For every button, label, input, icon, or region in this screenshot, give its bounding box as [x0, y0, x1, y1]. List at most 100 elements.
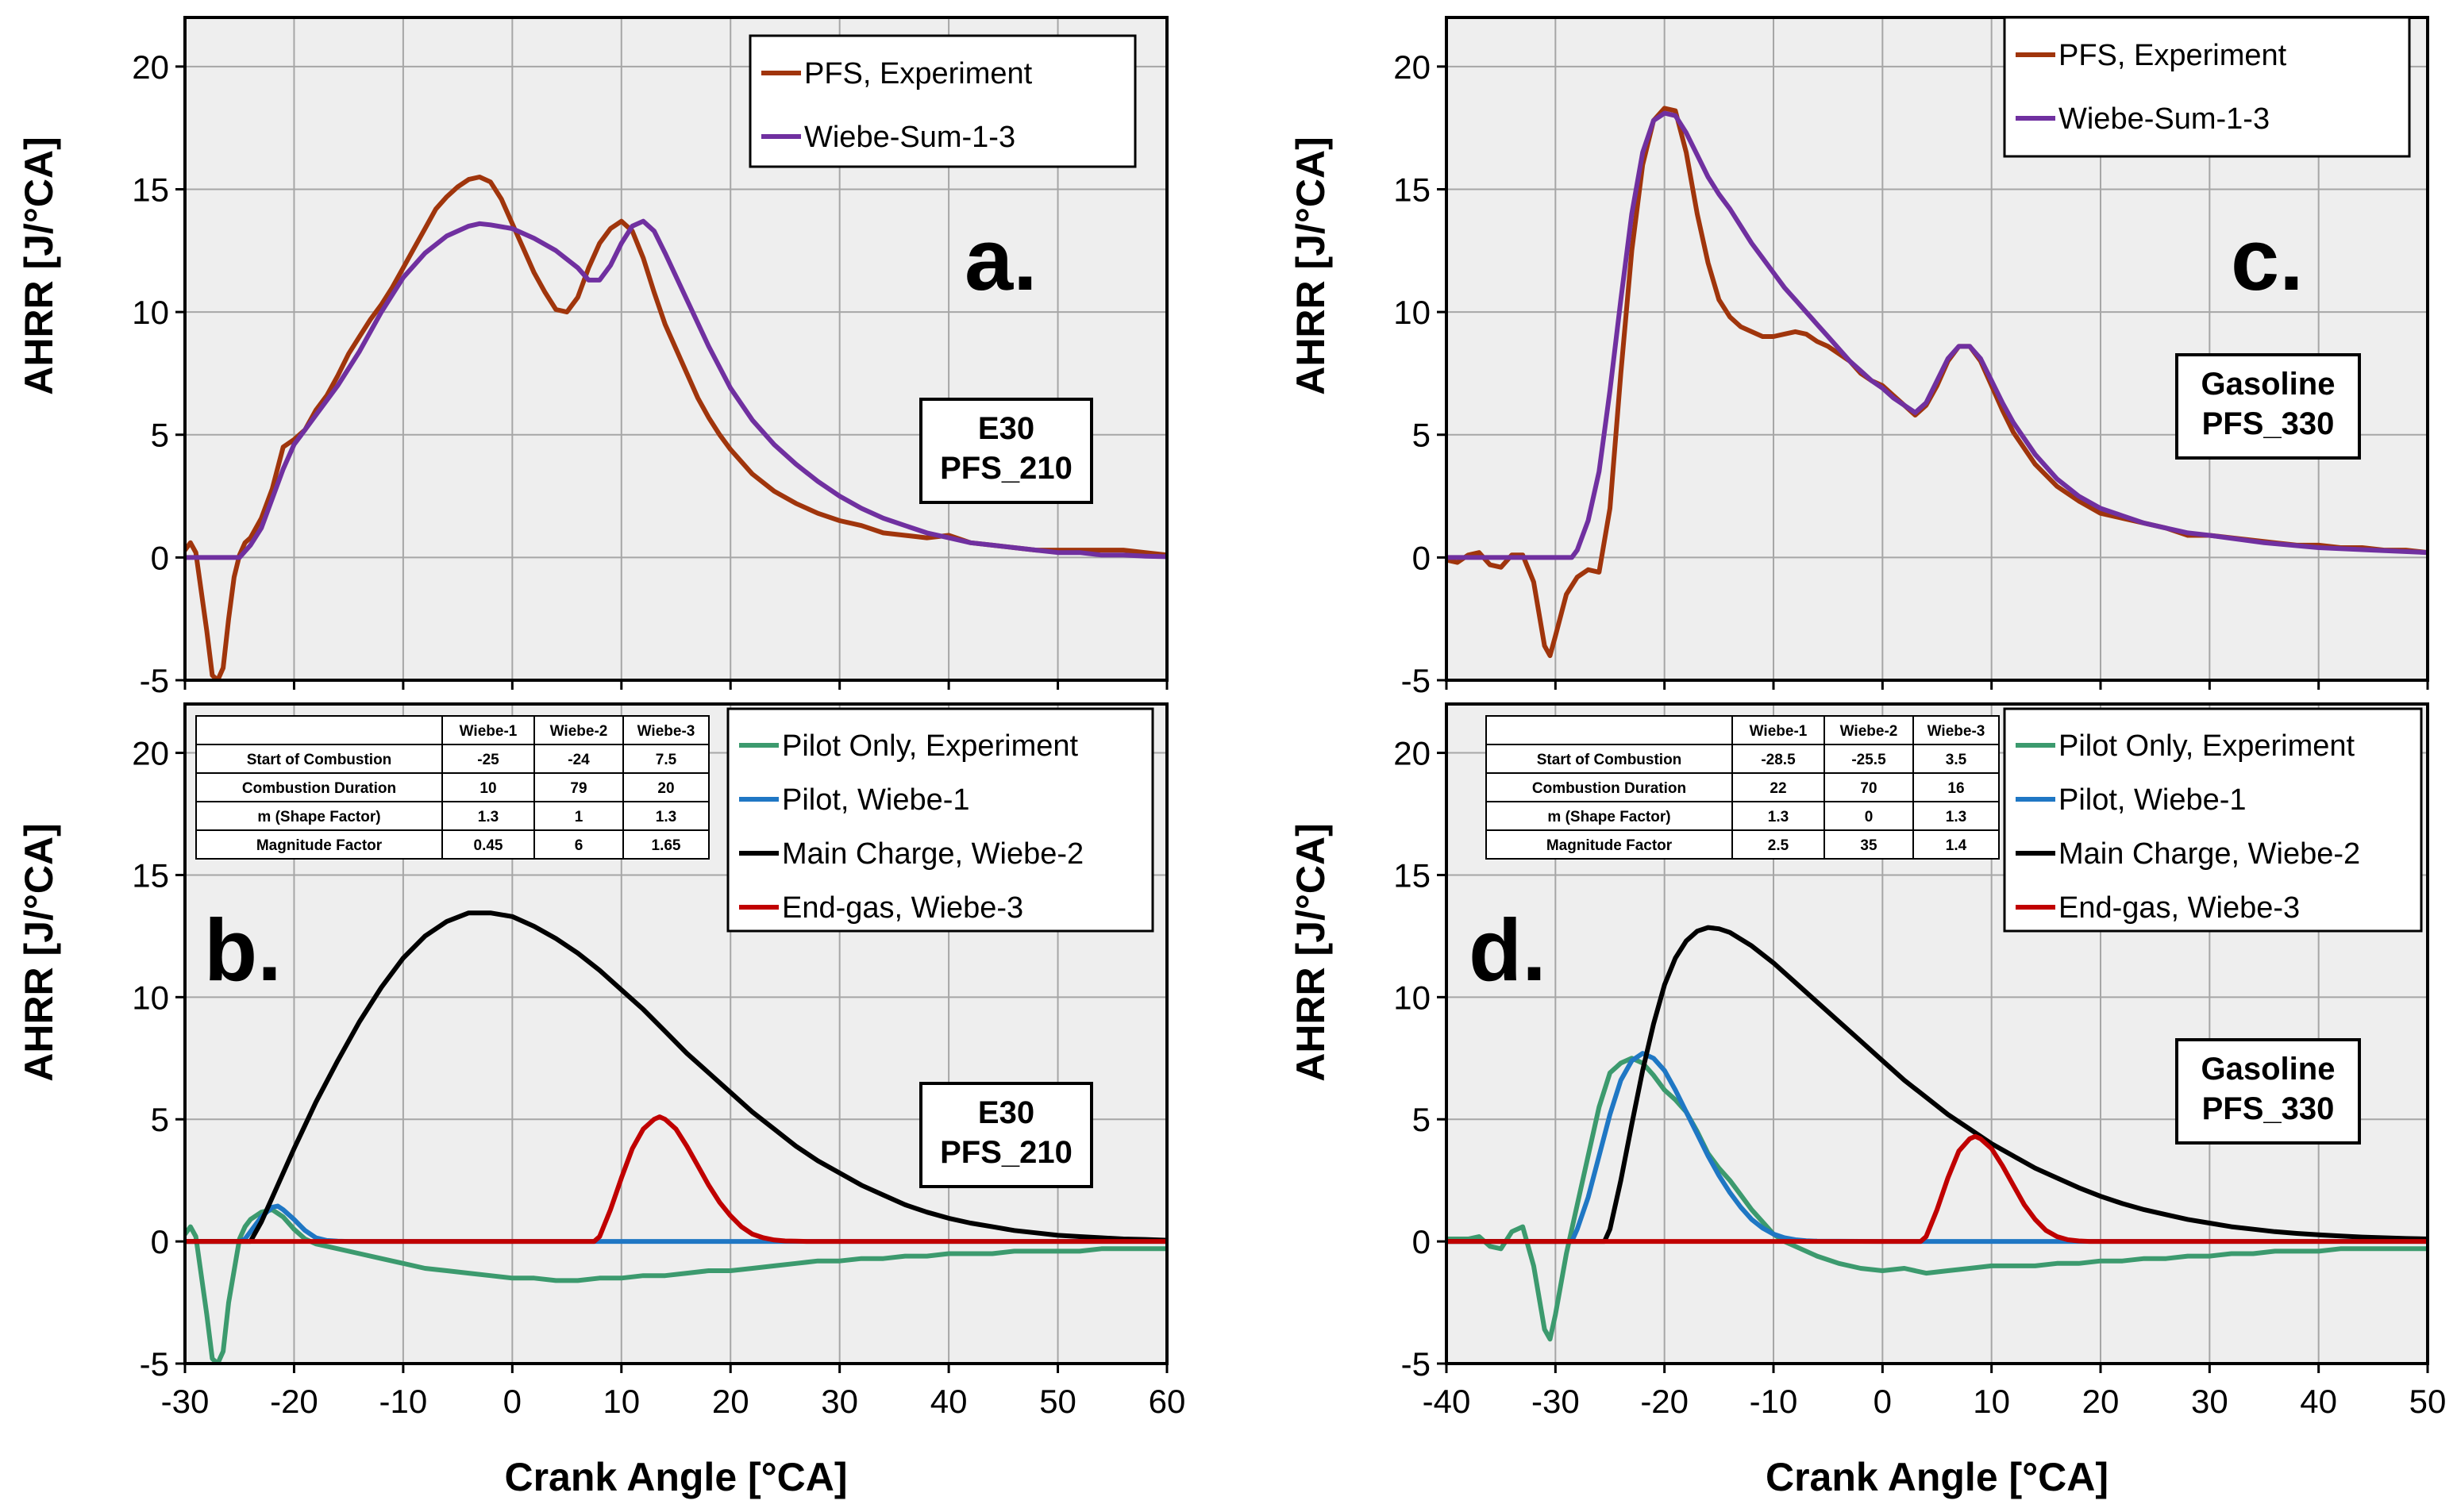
x-tick-label: 60: [1149, 1383, 1186, 1420]
x-tick-label: -20: [270, 1383, 318, 1420]
y-tick-label: 15: [132, 856, 169, 894]
y-tick-label: 0: [151, 539, 169, 576]
table-cell: -24: [568, 752, 590, 768]
table-cell: 22: [1770, 780, 1786, 797]
legend-label: End-gas, Wiebe-3: [2058, 891, 2300, 925]
legend-label: PFS, Experiment: [2058, 39, 2287, 72]
x-tick-label: 10: [603, 1383, 640, 1420]
fuel-label-box: [919, 398, 1093, 504]
plot-frame: [1445, 16, 2429, 682]
series-group: [1446, 925, 2428, 1342]
legend-label: Pilot Only, Experiment: [2058, 729, 2355, 763]
table-cell: 16: [1947, 780, 1964, 797]
fuel-label-box: [2175, 1038, 2361, 1145]
table-cell: -25.5: [1851, 752, 1886, 768]
series-line-endgas-wiebe3: [185, 1114, 1167, 1245]
table-cell: Combustion Duration: [1532, 780, 1686, 797]
x-tick-label: 0: [1874, 1383, 1892, 1420]
table-cell: Start of Combustion: [247, 752, 392, 768]
series-group: [185, 910, 1167, 1364]
x-tick-label: -20: [1640, 1383, 1689, 1420]
legend-label: PFS, Experiment: [804, 57, 1033, 90]
x-tick-label: 10: [1973, 1383, 2010, 1420]
series-line-pfs-experiment: [185, 175, 1167, 680]
x-tick-label: 50: [2409, 1383, 2447, 1420]
fuel-label-box: [2175, 353, 2361, 460]
x-tick-label: 40: [2300, 1383, 2337, 1420]
y-tick-label: 10: [132, 294, 169, 331]
y-tick-label: 5: [1412, 417, 1431, 454]
x-tick-label: 30: [2191, 1383, 2228, 1420]
y-tick-label: 20: [132, 48, 169, 86]
legend: PFS, Experiment Wiebe-Sum-1-3: [2003, 16, 2411, 158]
table-cell: 1.4: [1946, 837, 1967, 854]
series-line-pilot-wiebe1: [185, 1203, 1167, 1245]
table-cell: 10: [479, 780, 496, 797]
table-cell: -28.5: [1761, 752, 1796, 768]
fuel-label-line: Gasoline: [2201, 1052, 2336, 1087]
y-axis-title: AHRR [J/°CA]: [1288, 137, 1333, 395]
y-tick-label: -5: [140, 1345, 169, 1383]
y-tick-label: 5: [151, 1101, 169, 1138]
table-header-cell: Wiebe-1: [460, 723, 518, 740]
x-tick-label: -30: [161, 1383, 210, 1420]
chart-panel-a: -5 0 5 10 15 20 AHRR [J/°CA] PFS, Experiment Wie…: [17, 16, 1169, 699]
y-tick-label: 0: [1412, 539, 1431, 576]
fuel-label-line: PFS_330: [2202, 1091, 2335, 1126]
legend: Pilot Only, Experiment Pilot, Wiebe-1 Main…: [726, 707, 1154, 933]
series-group: [1446, 106, 2428, 659]
x-tick-label: -30: [1531, 1383, 1580, 1420]
legend-label: Main Charge, Wiebe-2: [782, 837, 1084, 871]
table-cell: 79: [570, 780, 587, 797]
legend: PFS, Experiment Wiebe-Sum-1-3: [749, 34, 1137, 168]
table-cell: m (Shape Factor): [257, 809, 380, 825]
y-tick-label: 10: [132, 979, 169, 1016]
series-line-wiebe-sum: [1446, 110, 2428, 560]
series-line-wiebe-sum: [185, 218, 1167, 560]
table-header-cell: Wiebe-3: [637, 723, 695, 740]
x-tick-label: -10: [1750, 1383, 1798, 1420]
table-cell: m (Shape Factor): [1547, 809, 1670, 825]
y-tick-label: 20: [1393, 735, 1431, 772]
table-cell: 35: [1860, 837, 1877, 854]
wiebe-parameter-table: Wiebe-1 Wiebe-2 Wiebe-3 Start of Combustion…: [1485, 715, 2000, 860]
x-tick-label: -10: [379, 1383, 428, 1420]
table-cell: Magnitude Factor: [1546, 837, 1673, 854]
table-cell: 7.5: [656, 752, 677, 768]
fuel-label-line: PFS_210: [940, 451, 1073, 486]
table-header-cell: Wiebe-2: [1840, 723, 1898, 740]
y-tick-label: -5: [1401, 1345, 1431, 1383]
plot-frame: [1445, 702, 2429, 1365]
x-axis-title: Crank Angle [°CA]: [1766, 1455, 2108, 1499]
table-cell: 1.3: [478, 809, 499, 825]
fuel-label-line: PFS_210: [940, 1135, 1073, 1170]
x-tick-label: 20: [2082, 1383, 2120, 1420]
legend: Pilot Only, Experiment Pilot, Wiebe-1 Main…: [2003, 707, 2423, 933]
chart-panel-d: -40 -30 -20 -10 0 10 20 30 40 50 -5 0 5 10 15 20 AHRR [J…: [1288, 702, 2447, 1499]
table-cell: 1: [575, 809, 583, 825]
plot-frame: [183, 16, 1169, 682]
panel-letter: c.: [2231, 211, 2304, 309]
y-tick-label: 20: [132, 735, 169, 772]
table-cell: 2.5: [1768, 837, 1789, 854]
legend-box: [749, 34, 1137, 168]
table-cell: Magnitude Factor: [256, 837, 383, 854]
y-tick-label: 10: [1393, 294, 1431, 331]
legend-label: Pilot Only, Experiment: [782, 729, 1079, 763]
y-axis-title: AHRR [J/°CA]: [1288, 823, 1333, 1082]
y-axis-title: AHRR [J/°CA]: [17, 823, 61, 1082]
chart-panel-c: -5 0 5 10 15 20 AHRR [J/°CA] PFS, Experiment Wie…: [1288, 16, 2429, 699]
series-line-endgas-wiebe3: [1446, 1133, 2428, 1245]
legend-label: Pilot, Wiebe-1: [782, 783, 970, 817]
table-cell: Combustion Duration: [242, 780, 396, 797]
table-cell: Start of Combustion: [1537, 752, 1682, 768]
table-header-cell: Wiebe-1: [1750, 723, 1808, 740]
y-tick-label: 5: [1412, 1101, 1431, 1138]
y-tick-label: 20: [1393, 48, 1431, 86]
x-tick-label: 0: [503, 1383, 522, 1420]
x-tick-label: 20: [712, 1383, 749, 1420]
series-line-main-wiebe2: [1446, 925, 2428, 1245]
chart-panel-b: -30 -20 -10 0 10 20 30 40 50 60 -5 0 5 10 15 20 AHRR [J/…: [17, 702, 1186, 1499]
table-cell: 0.45: [474, 837, 503, 854]
table-cell: 1.3: [656, 809, 676, 825]
